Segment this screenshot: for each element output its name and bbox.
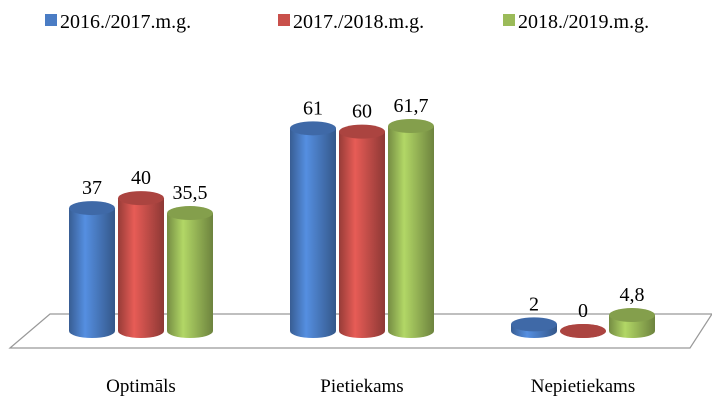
value-label: 61,7 xyxy=(394,95,429,117)
bar-top xyxy=(609,308,655,323)
bar-top xyxy=(167,206,213,221)
bar-top xyxy=(560,324,606,338)
bar xyxy=(118,198,164,331)
bar-top xyxy=(290,121,336,136)
value-label: 40 xyxy=(131,167,151,189)
x-tick-label: Nepietiekams xyxy=(531,376,635,397)
x-tick-label: Optimāls xyxy=(106,376,176,397)
bar-top xyxy=(339,124,385,139)
value-label: 61 xyxy=(303,97,323,119)
bar-top xyxy=(388,119,434,133)
legend-swatch xyxy=(503,14,515,26)
bar xyxy=(339,131,385,331)
value-label: 4,8 xyxy=(620,284,645,306)
bar-top xyxy=(69,201,115,216)
value-label: 37 xyxy=(82,177,102,199)
value-label: 35,5 xyxy=(173,182,208,204)
bar xyxy=(388,126,434,331)
value-label: 60 xyxy=(352,101,372,123)
legend-label: 2016./2017.m.g. xyxy=(60,11,191,33)
legend-label: 2018./2019.m.g. xyxy=(518,11,649,33)
bar xyxy=(290,128,336,331)
legend-label: 2017./2018.m.g. xyxy=(293,11,424,33)
value-label: 2 xyxy=(529,293,539,315)
bar xyxy=(69,208,115,331)
legend-swatch xyxy=(278,14,290,26)
bar-top xyxy=(118,191,164,206)
value-label: 0 xyxy=(578,300,588,322)
legend-swatch xyxy=(45,14,57,26)
bar-top xyxy=(511,317,557,332)
x-tick-label: Pietiekams xyxy=(320,376,403,397)
bar xyxy=(167,213,213,331)
